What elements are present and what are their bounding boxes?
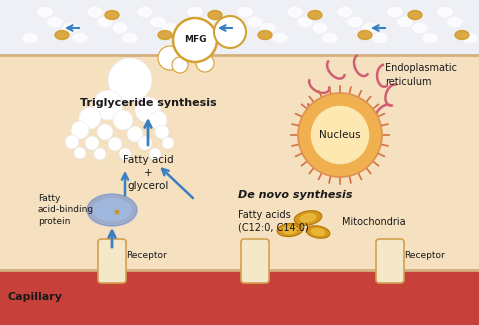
Ellipse shape <box>323 33 337 43</box>
Ellipse shape <box>308 10 322 20</box>
Ellipse shape <box>455 31 469 40</box>
Circle shape <box>79 107 101 129</box>
Circle shape <box>214 16 246 48</box>
Circle shape <box>113 110 133 130</box>
Circle shape <box>149 111 167 129</box>
Ellipse shape <box>188 7 202 17</box>
Circle shape <box>196 54 214 72</box>
Ellipse shape <box>277 223 303 237</box>
Ellipse shape <box>423 33 437 43</box>
Ellipse shape <box>113 23 127 32</box>
Ellipse shape <box>63 23 77 32</box>
Text: De novo synthesis: De novo synthesis <box>238 190 353 200</box>
Ellipse shape <box>398 18 412 27</box>
Ellipse shape <box>87 194 137 226</box>
Ellipse shape <box>306 226 330 238</box>
Ellipse shape <box>208 10 222 20</box>
Circle shape <box>71 121 89 139</box>
Text: Fatty acids
(C12:0, C14:0): Fatty acids (C12:0, C14:0) <box>238 210 309 233</box>
Circle shape <box>119 148 131 160</box>
Ellipse shape <box>163 23 177 32</box>
Ellipse shape <box>73 33 87 43</box>
Ellipse shape <box>158 31 172 40</box>
Text: Triglyceride synthesis: Triglyceride synthesis <box>80 98 217 108</box>
Circle shape <box>94 148 106 160</box>
Circle shape <box>155 125 169 139</box>
Bar <box>0 270 479 325</box>
Text: Mitochondria: Mitochondria <box>342 217 406 227</box>
Ellipse shape <box>23 33 37 43</box>
Circle shape <box>127 126 143 142</box>
Circle shape <box>65 135 79 149</box>
Ellipse shape <box>283 227 297 234</box>
Ellipse shape <box>223 33 237 43</box>
Ellipse shape <box>38 7 52 17</box>
Circle shape <box>173 18 217 62</box>
Ellipse shape <box>55 31 69 40</box>
Ellipse shape <box>93 199 131 221</box>
Text: Receptor: Receptor <box>126 252 167 261</box>
Ellipse shape <box>298 18 312 27</box>
Ellipse shape <box>463 33 477 43</box>
Ellipse shape <box>338 7 352 17</box>
Ellipse shape <box>408 10 422 20</box>
Ellipse shape <box>448 18 462 27</box>
Circle shape <box>108 58 152 102</box>
Circle shape <box>97 124 113 140</box>
Ellipse shape <box>413 23 427 32</box>
Ellipse shape <box>258 31 272 40</box>
FancyBboxPatch shape <box>98 239 126 283</box>
Text: MFG: MFG <box>184 35 206 45</box>
Text: Endoplasmatic
reticulum: Endoplasmatic reticulum <box>385 63 457 86</box>
Ellipse shape <box>238 7 252 17</box>
Circle shape <box>162 137 174 149</box>
Ellipse shape <box>300 214 316 222</box>
Ellipse shape <box>175 33 189 43</box>
Ellipse shape <box>88 7 102 17</box>
FancyBboxPatch shape <box>376 239 404 283</box>
Ellipse shape <box>105 10 119 20</box>
Ellipse shape <box>311 228 325 235</box>
Circle shape <box>85 136 99 150</box>
Ellipse shape <box>294 211 322 225</box>
Circle shape <box>311 107 368 163</box>
Ellipse shape <box>261 23 275 32</box>
Circle shape <box>149 148 161 160</box>
Ellipse shape <box>123 33 137 43</box>
Ellipse shape <box>373 33 387 43</box>
Bar <box>0 0 479 55</box>
Ellipse shape <box>213 23 227 32</box>
Text: Nucleus: Nucleus <box>319 130 361 140</box>
Text: Capillary: Capillary <box>8 292 63 302</box>
Ellipse shape <box>138 7 152 17</box>
Bar <box>0 55 479 270</box>
Ellipse shape <box>313 23 327 32</box>
Circle shape <box>93 90 123 120</box>
Circle shape <box>172 57 188 73</box>
FancyBboxPatch shape <box>241 239 269 283</box>
Ellipse shape <box>151 18 165 27</box>
Ellipse shape <box>288 7 302 17</box>
Text: Receptor: Receptor <box>404 252 445 261</box>
Text: Fatty acid
+
glycerol: Fatty acid + glycerol <box>123 155 173 191</box>
Text: Fatty
acid-binding
protein: Fatty acid-binding protein <box>38 194 94 226</box>
Circle shape <box>298 93 382 177</box>
Ellipse shape <box>358 31 372 40</box>
Circle shape <box>135 97 161 123</box>
Ellipse shape <box>363 23 377 32</box>
Circle shape <box>74 147 86 159</box>
Ellipse shape <box>388 7 402 17</box>
Ellipse shape <box>273 33 287 43</box>
Circle shape <box>108 137 122 151</box>
Ellipse shape <box>248 18 262 27</box>
Ellipse shape <box>348 18 362 27</box>
Ellipse shape <box>198 18 212 27</box>
Circle shape <box>158 46 182 70</box>
Circle shape <box>138 136 152 150</box>
Ellipse shape <box>48 18 62 27</box>
Ellipse shape <box>98 18 112 27</box>
Ellipse shape <box>438 7 452 17</box>
